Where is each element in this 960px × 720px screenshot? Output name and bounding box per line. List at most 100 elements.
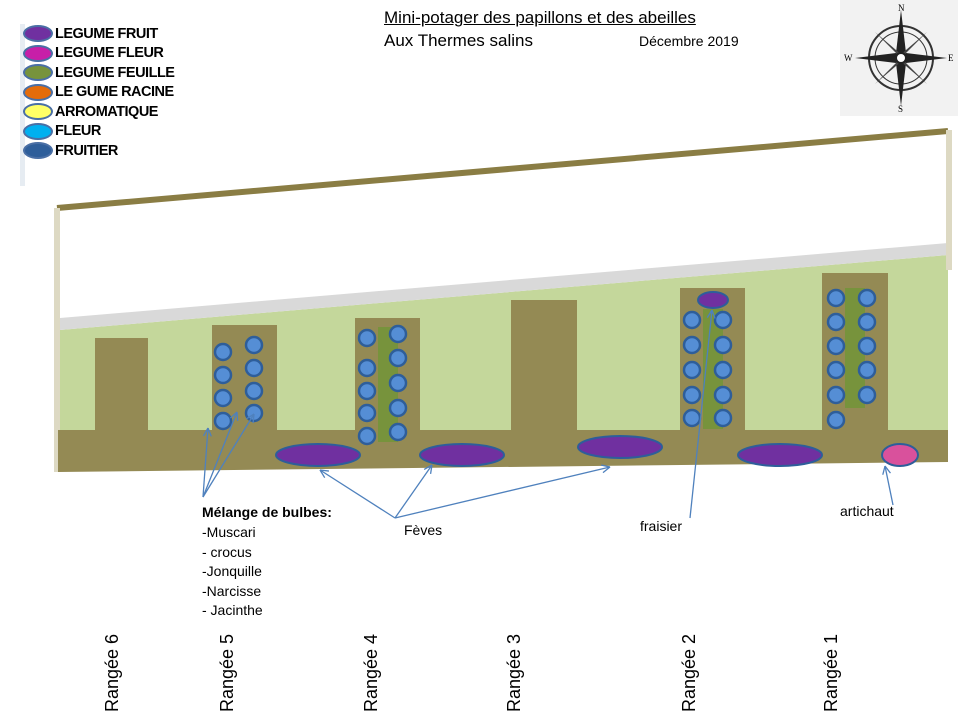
plant-circle	[388, 324, 408, 344]
compass-icon: N S W E	[844, 3, 954, 114]
plant-circle	[682, 408, 702, 428]
legend-swatch	[23, 25, 53, 43]
left-post	[54, 208, 60, 472]
feve-ellipse	[275, 443, 361, 467]
plant-circle	[826, 385, 846, 405]
row-label-1: Rangée 1	[821, 633, 841, 712]
arrow-head	[423, 464, 433, 470]
svg-text:S: S	[898, 104, 903, 114]
arrow-head	[252, 413, 255, 424]
plant-circle	[357, 403, 377, 423]
fraisier-label: fraisier	[640, 518, 683, 534]
soil-bottom	[58, 430, 948, 472]
legend-item: LEGUME FRUIT	[23, 24, 215, 44]
plant-circle	[357, 381, 377, 401]
legend-label: LE GUME RACINE	[55, 84, 174, 101]
plant-circle	[826, 410, 846, 430]
svg-text:N: N	[898, 3, 905, 13]
legend-swatch	[23, 103, 53, 121]
right-post	[946, 130, 952, 270]
plant-circle	[857, 288, 877, 308]
arrow-head	[711, 309, 716, 319]
legend-item: FLEUR	[23, 122, 215, 142]
plant-circle	[826, 360, 846, 380]
legend-swatch	[23, 64, 53, 82]
bulb-item: - Jacinthe	[202, 602, 263, 618]
arrow-head	[236, 411, 239, 422]
plant-circle	[213, 388, 233, 408]
legend-label: ARROMATIQUE	[55, 103, 158, 120]
feve-ellipse	[577, 435, 663, 459]
plant-circle	[213, 411, 233, 431]
soil-path	[511, 300, 577, 432]
arrow-head	[246, 413, 255, 420]
plant-circle	[388, 422, 408, 442]
plant-circle	[826, 336, 846, 356]
bulbs-list: -Muscari - crocus -Jonquille -Narcisse -…	[202, 523, 263, 621]
plant-circle	[357, 328, 377, 348]
legend-label: FRUITIER	[55, 142, 118, 159]
plant-circle	[244, 358, 264, 378]
arrow	[884, 465, 894, 506]
legend-swatch	[23, 83, 53, 101]
arrow-head	[884, 465, 891, 474]
arrow-head	[429, 464, 433, 474]
top-fence	[56, 128, 949, 211]
date: Décembre 2019	[639, 33, 739, 49]
legend-swatch	[23, 122, 53, 140]
row-label-4: Rangée 4	[361, 633, 381, 712]
legend-label: LEGUME FEUILLE	[55, 64, 175, 81]
arrow-head	[706, 309, 713, 318]
plant-circle	[357, 426, 377, 446]
fraisier-ellipse	[697, 291, 729, 309]
legend-label: LEGUME FRUIT	[55, 25, 158, 42]
plant-circle	[857, 360, 877, 380]
legend-item: ARROMATIQUE	[23, 102, 215, 122]
svg-text:E: E	[948, 53, 954, 63]
plant-circle	[857, 312, 877, 332]
arrow	[202, 413, 255, 498]
row-label-2: Rangée 2	[679, 633, 699, 712]
arrow	[394, 466, 611, 519]
plant-circle	[357, 358, 377, 378]
plant-circle	[826, 288, 846, 308]
artichaut-label: artichaut	[840, 503, 894, 519]
arrow	[202, 411, 238, 498]
arrow	[689, 309, 713, 519]
bulb-item: -Narcisse	[202, 582, 262, 599]
plant-circle	[388, 348, 408, 368]
arrow-head	[601, 464, 611, 468]
soil-path	[95, 338, 148, 432]
arrow-head	[319, 469, 326, 479]
plant-circle	[857, 385, 877, 405]
legend-item: LEGUME FLEUR	[23, 44, 215, 64]
feves-label: Fèves	[404, 522, 443, 538]
plant-circle	[713, 310, 733, 330]
arrow	[394, 464, 433, 519]
bulbs-title: Mélange de bulbes:	[202, 504, 332, 520]
plant-circle	[213, 365, 233, 385]
arrow-head	[319, 469, 330, 472]
legend-label: FLEUR	[55, 123, 101, 140]
arrow-head	[207, 427, 212, 437]
row-label-3: Rangée 3	[504, 633, 524, 712]
feve-ellipse	[419, 443, 505, 467]
plant-circle	[388, 398, 408, 418]
legend-item: LE GUME RACINE	[23, 83, 215, 103]
plant-circle	[682, 360, 702, 380]
plant-circle	[826, 312, 846, 332]
legend-swatch	[23, 142, 53, 160]
page-title: Mini-potager des papillons et des abeill…	[384, 8, 696, 27]
svg-text:W: W	[844, 53, 853, 63]
bulb-item: - crocus	[202, 543, 252, 560]
arrow	[319, 469, 396, 519]
plant-circle	[713, 335, 733, 355]
plant-circle	[713, 385, 733, 405]
legend: LEGUME FRUIT LEGUME FLEUR LEGUME FEUILLE LE…	[20, 24, 215, 186]
legend-swatch	[23, 44, 53, 62]
subtitle: Aux Thermes salins	[384, 31, 533, 50]
plant-circle	[682, 385, 702, 405]
plant-circle	[213, 342, 233, 362]
plant-circle	[713, 408, 733, 428]
